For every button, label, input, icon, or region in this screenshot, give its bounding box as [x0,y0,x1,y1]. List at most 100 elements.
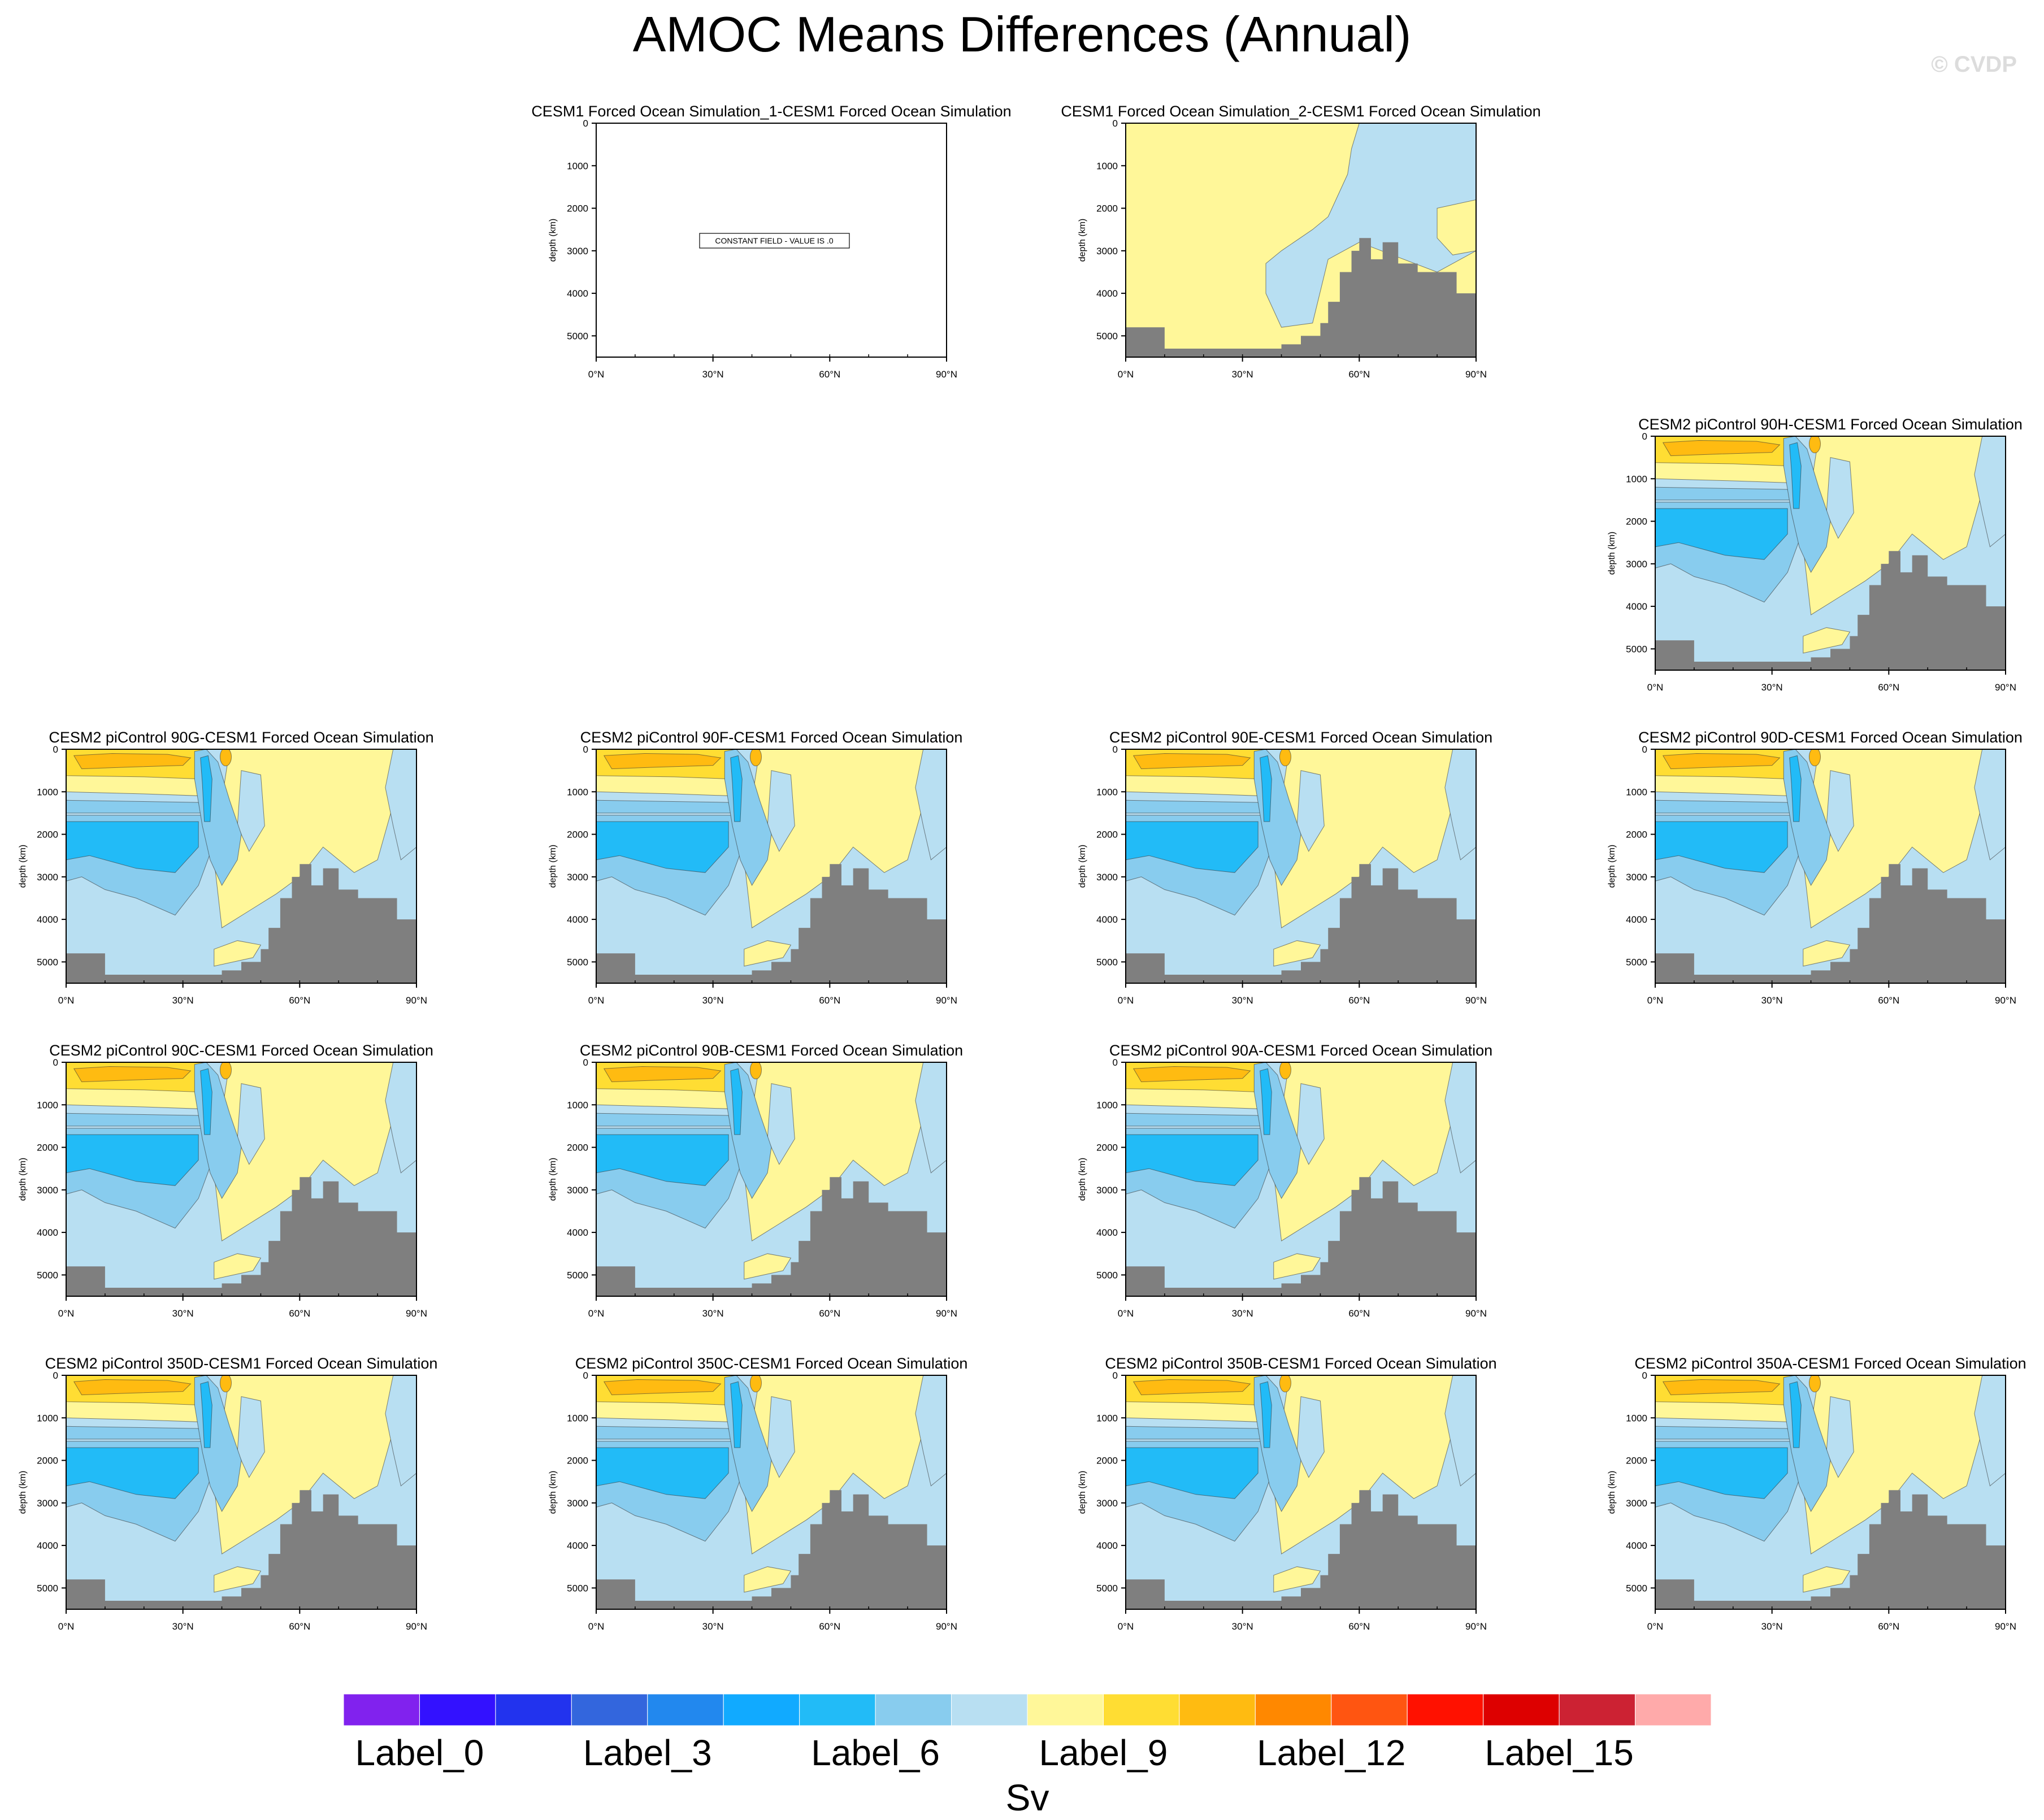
panel-14-ytick-label: 3000 [1626,1498,1647,1509]
panel-1-ylabel: depth (km) [548,219,558,262]
panel-9-frame [596,1062,947,1297]
panel-7-xtick-label: 60°N [1878,995,1899,1006]
panel-8-ytick-label: 2000 [37,1143,58,1153]
panel-1-ytick-label: 1000 [567,160,588,171]
panel-14-ytick-label: 1000 [1626,1413,1647,1423]
panel-8-north-negative [385,1062,416,1174]
panel-2-ytick-label: 1000 [1096,160,1118,171]
panel-1-ytick-label: 5000 [567,331,588,341]
panel-3-ytick-label: 1000 [1626,474,1647,484]
panel-7-mid-negative [1826,770,1854,852]
panel-7-field [1655,749,2006,983]
panel-4-boundary-jet-core [200,755,212,822]
panel-4-ytick-label: 0 [53,744,58,755]
colorbar-swatch [875,1693,952,1726]
panel-2-field [1126,123,1476,357]
panel-13-mid-negative [1296,1396,1325,1478]
panel-10-band-1 [1126,1113,1262,1127]
panel-6-ytick-label: 4000 [1096,914,1118,925]
panel-13-ytick-label: 5000 [1096,1583,1118,1593]
panel-5-xtick-label: 0°N [588,995,605,1006]
panel-8-mid-cell-core [66,1134,199,1186]
panel-8-xtick-label: 90°N [406,1308,427,1319]
panel-7-boundary-jet-core [1789,755,1802,822]
panel-3-surface-blob [1808,436,1821,454]
panel-4-north-negative [385,749,416,861]
panel-11-title: CESM2 piControl 350D-CESM1 Forced Ocean … [45,1355,438,1372]
panel-12-ytick-label: 4000 [567,1540,588,1551]
panel-4-surface-blob [219,749,232,767]
panel-12-title: CESM2 piControl 350C-CESM1 Forced Ocean … [575,1355,968,1372]
panel-2-frame [1125,123,1477,358]
panel-13-xtick-label: 0°N [1118,1621,1134,1632]
panel-6-north-negative [1444,749,1476,861]
panel-4-ytick-label: 1000 [37,787,58,797]
panel-8-xtick-label: 0°N [58,1308,75,1319]
panel-6-mid-cell-core [1126,821,1258,873]
colorbar-swatch [1179,1693,1256,1726]
panel-7-ytick-label: 2000 [1626,829,1647,840]
colorbar-tick-label: Label_15 [1485,1732,1633,1773]
panel-9-ytick-label: 1000 [567,1100,588,1110]
panel-12-deep-positive [744,1566,792,1593]
panel-5-field [596,749,947,983]
panel-13-ylabel: depth (km) [1078,1471,1087,1514]
panel-9-upper-cell-core [603,1066,722,1083]
panel-3-band-1 [1655,487,1792,501]
panel-11-ytick-label: 0 [53,1370,58,1381]
panel-10-boundary-jet-core [1260,1068,1272,1135]
panel-12-north-negative [915,1375,947,1487]
panel-8-title: CESM2 piControl 90C-CESM1 Forced Ocean S… [49,1042,433,1059]
panel-5-xtick-label: 60°N [819,995,840,1006]
panel-3-xtick-label: 90°N [1995,682,2016,693]
panel-12-ytick-label: 0 [583,1370,588,1381]
panel-13-ytick-label: 1000 [1096,1413,1118,1423]
panel-13-band-1 [1126,1426,1262,1440]
panel-8-mid-negative [237,1083,265,1165]
panel-14-mid-cell-core [1655,1447,1788,1499]
panel-4-xtick-label: 60°N [289,995,310,1006]
panel-12-band-1 [596,1426,733,1440]
cvdp-watermark: © CVDP [1931,52,2017,77]
panel-3-mid-negative [1826,457,1854,539]
panel-4-frame [66,749,417,984]
panel-7-xtick-label: 0°N [1647,995,1664,1006]
panel-11-boundary-jet-core [200,1381,212,1448]
panel-3-ytick-label: 2000 [1626,516,1647,527]
panel-14-band-1 [1655,1426,1792,1440]
panel-2-ytick-label: 0 [1113,118,1118,129]
panel-6-title: CESM2 piControl 90E-CESM1 Forced Ocean S… [1109,729,1492,746]
panel-4-xtick-label: 90°N [406,995,427,1006]
panel-10-ytick-label: 2000 [1096,1143,1118,1153]
panel-14-xtick-label: 30°N [1761,1621,1783,1632]
panel-7-xtick-label: 90°N [1995,995,2016,1006]
panel-7-north-negative [1974,749,2006,861]
panel-5-ytick-label: 4000 [567,914,588,925]
panel-8-band-1 [66,1113,203,1127]
panel-1-ytick-label: 3000 [567,246,588,257]
panel-10-xtick-label: 30°N [1232,1308,1253,1319]
panel-13-title: CESM2 piControl 350B-CESM1 Forced Ocean … [1105,1355,1496,1372]
colorbar-tick-label: Label_3 [583,1732,712,1773]
panel-4-mid-negative [237,770,265,852]
panel-12-ytick-label: 2000 [567,1456,588,1466]
panel-6-xtick-label: 90°N [1465,995,1487,1006]
panel-11-band-1 [66,1426,203,1440]
panel-3-frame [1655,436,2006,671]
panel-8-xtick-label: 30°N [172,1308,194,1319]
panel-1-xtick-label: 0°N [588,369,605,380]
panel-7-surface-blob [1808,749,1821,767]
panel-8-deep-positive [214,1253,262,1280]
panel-1-ytick-label: 2000 [567,203,588,214]
panel-10-ytick-label: 4000 [1096,1227,1118,1238]
panel-5-upper-cell-core [603,753,722,770]
panel-13-field [1126,1375,1476,1609]
panel-4-deep-positive [214,940,262,967]
panel-4-ytick-label: 4000 [37,914,58,925]
panel-8-frame [66,1062,417,1297]
panel-11-xtick-label: 0°N [58,1621,75,1632]
panel-9-xtick-label: 0°N [588,1308,605,1319]
panel-14-xtick-label: 90°N [1995,1621,2016,1632]
panel-2-ytick-label: 3000 [1096,246,1118,257]
